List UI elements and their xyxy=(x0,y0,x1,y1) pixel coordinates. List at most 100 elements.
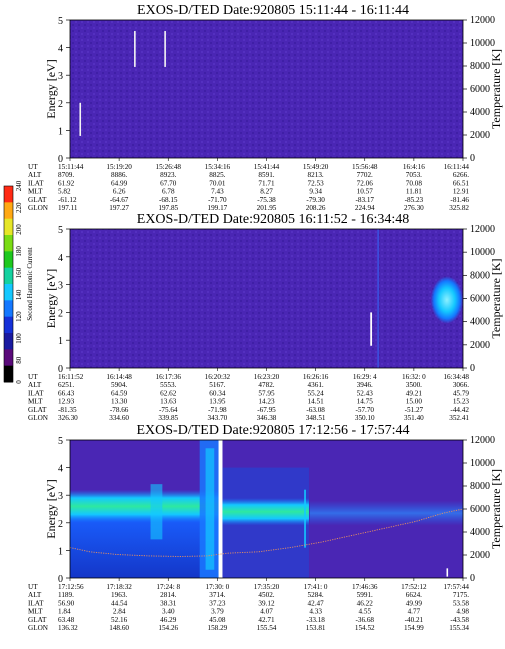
ephemeris-row-label: GLON xyxy=(28,624,49,632)
ephemeris-row-label: ILAT xyxy=(28,179,44,187)
ephemeris-value: 45.08 xyxy=(209,616,226,624)
y-tick-label: 2 xyxy=(58,308,63,319)
ephemeris-row-label: UT xyxy=(28,163,38,171)
y-tick-label: 4 xyxy=(58,464,63,475)
spectrogram-plot-area xyxy=(70,229,463,368)
ephemeris-value: 64.59 xyxy=(111,389,128,397)
y2-tick-label: 12000 xyxy=(470,224,495,235)
ephemeris-value: 8591. xyxy=(258,171,274,179)
y-axis-label: Energy [eV] xyxy=(44,479,58,538)
ephemeris-value: 1189. xyxy=(58,591,74,599)
colorbar-segment xyxy=(4,284,13,301)
colorbar-tick-label: 140 xyxy=(15,289,23,300)
y2-tick-label: 0 xyxy=(470,153,475,164)
ephemeris-value: 16:29: 4 xyxy=(353,373,377,381)
y2-tick-label: 4000 xyxy=(470,317,490,328)
temperature-trace xyxy=(69,508,464,557)
ephemeris-value: 16:17:36 xyxy=(155,373,181,381)
ephemeris-value: 155.34 xyxy=(449,624,469,632)
thermal-ion-band xyxy=(222,497,309,526)
y-tick-label: 2 xyxy=(58,99,63,110)
ephemeris-value: -64.67 xyxy=(110,196,129,204)
ion-heating-region xyxy=(430,276,463,324)
ephemeris-value: 3.79 xyxy=(211,608,224,616)
y2-tick-label: 2000 xyxy=(470,340,490,351)
ephemeris-value: -75.38 xyxy=(257,196,276,204)
y-tick-label: 1 xyxy=(58,126,63,137)
colorbar-segment xyxy=(4,218,13,236)
ephemeris-value: 8.27 xyxy=(260,188,273,196)
ephemeris-value: 17:18:32 xyxy=(106,583,132,591)
ephemeris-value: 4.33 xyxy=(309,608,322,616)
ephemeris-value: 7175. xyxy=(453,591,469,599)
ephemeris-value: 4782. xyxy=(258,381,274,389)
ephemeris-value: 16:23:20 xyxy=(254,373,280,381)
y2-tick-label: 10000 xyxy=(470,247,495,258)
ephemeris-value: -81.35 xyxy=(58,406,77,414)
ephemeris-table: UT 17:12:56 17:18:32 17:24: 8 17:30: 0 17:35:… xyxy=(28,583,469,632)
ephemeris-table: UT 16:11:52 16:14:48 16:17:36 16:20:32 16:23:… xyxy=(28,373,469,422)
ephemeris-value: 4361. xyxy=(308,381,324,389)
ephemeris-value: 15:49:20 xyxy=(303,163,329,171)
ephemeris-value: 136.32 xyxy=(58,624,78,632)
ephemeris-row-label: ALT xyxy=(28,591,42,599)
spectrogram-background xyxy=(70,229,463,368)
ephemeris-value: 9.34 xyxy=(309,188,322,196)
y-tick-label: 1 xyxy=(58,336,63,347)
ephemeris-value: 197.27 xyxy=(109,204,129,212)
ephemeris-value: 42.47 xyxy=(308,599,325,607)
ephemeris-value: 61.92 xyxy=(58,179,75,187)
ephemeris-value: 16:11:52 xyxy=(58,373,84,381)
ephemeris-value: 8923. xyxy=(160,171,176,179)
ephemeris-value: 158.29 xyxy=(207,624,227,632)
colorbar-tick-label: 180 xyxy=(15,246,23,257)
ephemeris-value: 339.85 xyxy=(158,414,178,422)
ephemeris-value: -51.27 xyxy=(405,406,424,414)
colorbar-segment xyxy=(4,251,13,269)
ephemeris-value: 14.51 xyxy=(308,398,325,406)
y-tick-label: 5 xyxy=(58,16,63,27)
ephemeris-value: 1963. xyxy=(111,591,127,599)
y2-tick-label: 2000 xyxy=(470,130,490,141)
ephemeris-value: 4.77 xyxy=(408,608,421,616)
auroral-structure xyxy=(205,448,215,570)
y-tick-label: 4 xyxy=(58,44,63,55)
y2-tick-label: 12000 xyxy=(470,15,495,26)
y2-tick-label: 10000 xyxy=(470,458,495,469)
y2-tick-label: 0 xyxy=(470,363,475,374)
ephemeris-value: 14.23 xyxy=(258,398,275,406)
ephemeris-value: 5904. xyxy=(111,381,127,389)
colorbar-tick-label: 160 xyxy=(15,267,23,278)
ephemeris-value: 8825. xyxy=(209,171,225,179)
thermal-ion-band xyxy=(70,489,219,523)
ephemeris-value: 201.95 xyxy=(257,204,277,212)
ephemeris-value: 17:52:12 xyxy=(401,583,427,591)
y2-tick-label: 0 xyxy=(470,573,475,584)
colorbar-segment xyxy=(4,349,13,367)
colorbar-tick-label: 100 xyxy=(15,333,23,344)
ephemeris-value: 153.81 xyxy=(306,624,326,632)
ephemeris-value: 15.23 xyxy=(453,398,470,406)
ephemeris-value: 3714. xyxy=(209,591,225,599)
colorbar-tick-label: 0 xyxy=(15,380,23,384)
ephemeris-value: 57.95 xyxy=(258,389,275,397)
y2-tick-label: 10000 xyxy=(470,38,495,49)
ephemeris-row-label: MLT xyxy=(28,398,43,406)
ephemeris-value: -75.64 xyxy=(159,406,178,414)
auroral-structure xyxy=(150,484,163,540)
ephemeris-value: 10.57 xyxy=(357,188,374,196)
ephemeris-value: 52.16 xyxy=(111,616,128,624)
ephemeris-value: 53.58 xyxy=(453,599,470,607)
y-tick-label: 4 xyxy=(58,253,63,264)
ephemeris-value: 4.07 xyxy=(260,608,273,616)
y-axis-label: Energy [eV] xyxy=(44,59,58,118)
ephemeris-value: 14.75 xyxy=(357,398,374,406)
colorbar-tick-label: 120 xyxy=(15,311,23,322)
ephemeris-value: 17:24: 8 xyxy=(156,583,180,591)
y-tick-label: 3 xyxy=(58,281,63,292)
panel-3: EXOS-D/TED Date:920805 17:12:56 - 17:57:… xyxy=(28,423,503,632)
colorbar: 0 80 100 120 140 160 180 200 220 240 Second Harmon… xyxy=(3,180,34,384)
ephemeris-value: 16:26:16 xyxy=(303,373,329,381)
ephemeris-value: 17:35:20 xyxy=(254,583,280,591)
ephemeris-row-label: UT xyxy=(28,373,38,381)
